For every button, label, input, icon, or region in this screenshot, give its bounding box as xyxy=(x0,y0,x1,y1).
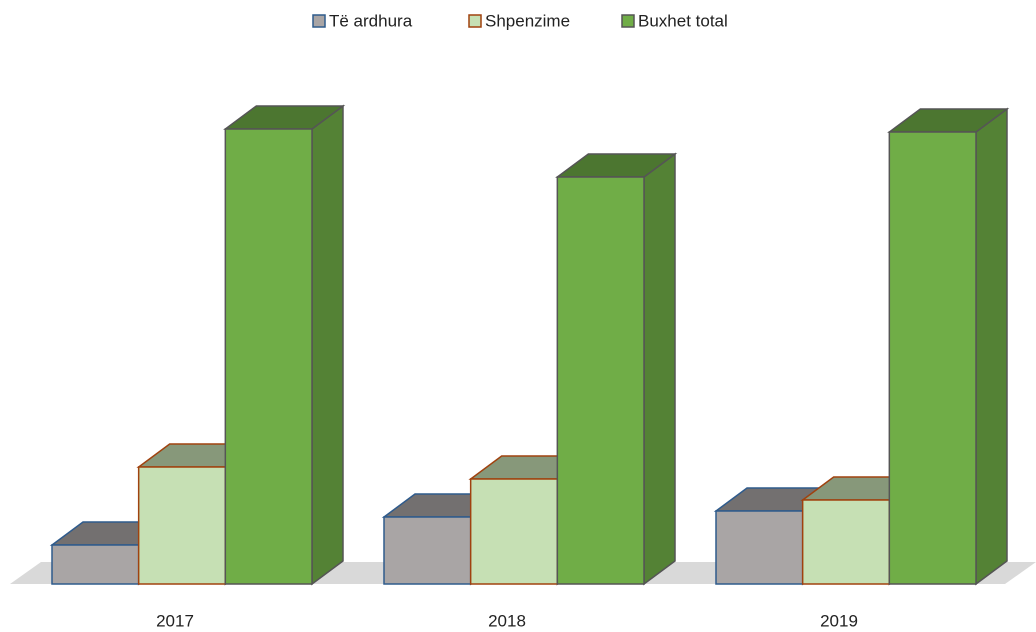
bar-side xyxy=(311,104,344,586)
bar xyxy=(555,152,678,586)
bar-front xyxy=(888,131,977,585)
bar-front xyxy=(224,128,313,585)
bar-front xyxy=(137,466,227,585)
x-tick-label: 2019 xyxy=(820,611,858,630)
bar xyxy=(223,104,346,586)
legend-label: Shpenzime xyxy=(485,11,570,30)
bar-front xyxy=(801,499,891,585)
bar xyxy=(887,107,1010,586)
bar-front xyxy=(715,510,804,585)
bar-front xyxy=(556,176,645,585)
legend-label: Buxhet total xyxy=(638,11,728,30)
x-tick-label: 2018 xyxy=(488,611,526,630)
legend-swatch xyxy=(468,14,482,28)
legend-swatch xyxy=(621,14,635,28)
bar-side xyxy=(975,107,1008,586)
bar-front xyxy=(51,544,140,585)
x-tick-label: 2017 xyxy=(156,611,194,630)
legend-label: Të ardhura xyxy=(329,11,413,30)
bar-front xyxy=(383,516,472,585)
legend-swatch xyxy=(312,14,326,28)
bar-side xyxy=(643,152,676,586)
bar-front xyxy=(469,478,559,585)
